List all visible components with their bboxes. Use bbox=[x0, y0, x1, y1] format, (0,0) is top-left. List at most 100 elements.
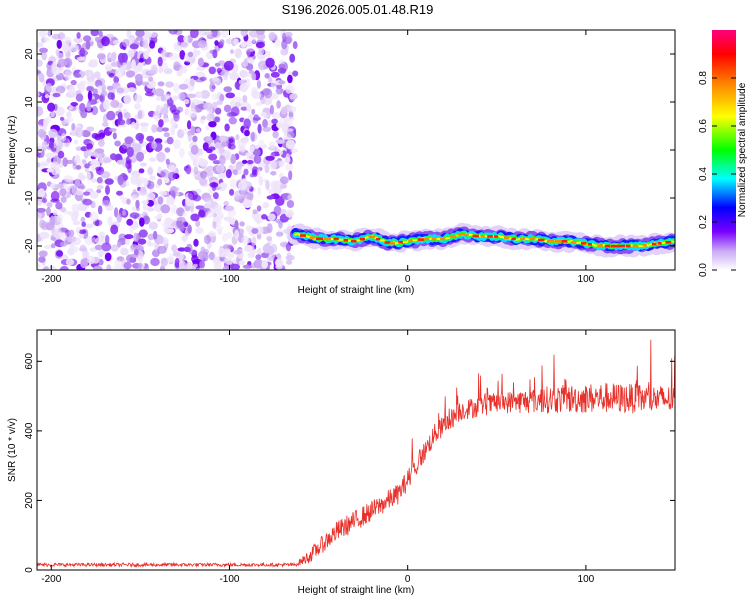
noise-mark bbox=[69, 44, 79, 53]
noise-mark bbox=[135, 30, 145, 38]
noise-mark bbox=[37, 199, 42, 206]
noise-mark bbox=[179, 261, 188, 270]
noise-mark bbox=[266, 236, 273, 242]
noise-mark bbox=[131, 59, 136, 70]
noise-mark bbox=[286, 200, 295, 208]
noise-mark bbox=[149, 40, 156, 49]
noise-mark bbox=[70, 79, 77, 86]
noise-mark bbox=[138, 229, 148, 238]
noise-mark bbox=[246, 159, 254, 165]
noise-mark bbox=[129, 212, 140, 219]
noise-mark bbox=[183, 35, 189, 43]
ridge-peak bbox=[368, 235, 376, 239]
noise-mark bbox=[45, 82, 53, 92]
noise-mark bbox=[52, 209, 58, 216]
noise-mark bbox=[38, 30, 48, 38]
ridge-peak bbox=[632, 244, 639, 248]
ridge-peak bbox=[511, 237, 516, 241]
noise-region bbox=[37, 30, 300, 270]
noise-mark bbox=[187, 132, 192, 142]
noise-mark bbox=[87, 255, 96, 265]
noise-mark bbox=[250, 131, 255, 142]
noise-mark bbox=[177, 35, 185, 43]
noise-mark bbox=[75, 165, 82, 170]
noise-mark bbox=[86, 101, 92, 112]
noise-mark bbox=[238, 180, 248, 191]
noise-mark bbox=[205, 200, 212, 206]
noise-mark bbox=[214, 107, 222, 115]
ridge-peak bbox=[408, 239, 413, 243]
noise-mark bbox=[233, 250, 243, 255]
noise-mark bbox=[241, 235, 250, 245]
noise-mark bbox=[91, 105, 99, 116]
noise-mark bbox=[238, 228, 244, 235]
ridge-peak bbox=[617, 244, 626, 248]
noise-mark bbox=[246, 49, 251, 57]
noise-mark bbox=[227, 142, 232, 149]
noise-mark bbox=[106, 110, 116, 121]
noise-mark bbox=[264, 50, 271, 58]
noise-mark bbox=[164, 228, 175, 233]
noise-mark bbox=[117, 175, 124, 186]
noise-mark bbox=[110, 53, 117, 62]
noise-mark bbox=[148, 76, 154, 82]
noise-mark bbox=[225, 38, 233, 45]
noise-mark bbox=[208, 251, 215, 261]
noise-mark bbox=[168, 30, 178, 35]
ridge-peak bbox=[547, 239, 555, 243]
noise-mark bbox=[38, 256, 46, 263]
noise-mark bbox=[273, 205, 282, 216]
noise-mark bbox=[57, 52, 64, 59]
noise-mark bbox=[54, 183, 65, 189]
noise-mark bbox=[178, 83, 189, 90]
noise-mark bbox=[59, 188, 67, 197]
noise-mark bbox=[215, 141, 221, 149]
noise-mark bbox=[242, 159, 248, 164]
noise-mark bbox=[117, 52, 125, 63]
colorbar-gradient bbox=[712, 30, 736, 270]
noise-mark bbox=[157, 56, 163, 67]
ridge-peak bbox=[480, 235, 485, 238]
noise-mark bbox=[87, 90, 93, 101]
noise-mark bbox=[125, 181, 130, 187]
ridge-peak bbox=[587, 243, 592, 246]
noise-mark bbox=[252, 148, 261, 157]
noise-mark bbox=[194, 91, 203, 99]
snr-ticks: -200 -100 0 100 0 200 400 600 bbox=[24, 330, 675, 585]
y-tick-label: -20 bbox=[24, 238, 35, 253]
noise-mark bbox=[269, 104, 274, 115]
ridge-peak bbox=[315, 237, 324, 241]
noise-mark bbox=[171, 95, 178, 101]
noise-mark bbox=[78, 175, 87, 181]
noise-mark bbox=[203, 102, 213, 111]
noise-mark bbox=[79, 232, 84, 239]
noise-mark bbox=[56, 250, 63, 257]
colorbar-tick-label: 0.6 bbox=[698, 119, 709, 133]
noise-mark bbox=[270, 93, 279, 100]
noise-mark bbox=[203, 234, 211, 245]
noise-mark bbox=[100, 171, 111, 179]
ridge-peak bbox=[610, 244, 619, 248]
noise-mark bbox=[71, 203, 80, 213]
noise-mark bbox=[112, 132, 117, 140]
noise-mark bbox=[81, 129, 91, 138]
noise-mark bbox=[74, 139, 79, 145]
noise-mark bbox=[141, 200, 149, 205]
noise-mark bbox=[72, 210, 80, 218]
noise-mark bbox=[82, 191, 91, 196]
noise-mark bbox=[160, 107, 169, 116]
noise-mark bbox=[157, 81, 165, 87]
noise-mark bbox=[119, 65, 126, 73]
ridge-peak bbox=[494, 235, 499, 238]
noise-mark bbox=[37, 70, 42, 75]
noise-mark bbox=[240, 106, 248, 111]
noise-mark bbox=[286, 131, 295, 139]
y-tick-label: 600 bbox=[24, 353, 35, 370]
noise-mark bbox=[258, 47, 265, 55]
spectrogram-xlabel: Height of straight line (km) bbox=[298, 285, 415, 296]
x-tick-label: 0 bbox=[405, 574, 411, 585]
noise-mark bbox=[288, 106, 297, 113]
noise-mark bbox=[91, 237, 97, 245]
noise-mark bbox=[104, 178, 114, 185]
